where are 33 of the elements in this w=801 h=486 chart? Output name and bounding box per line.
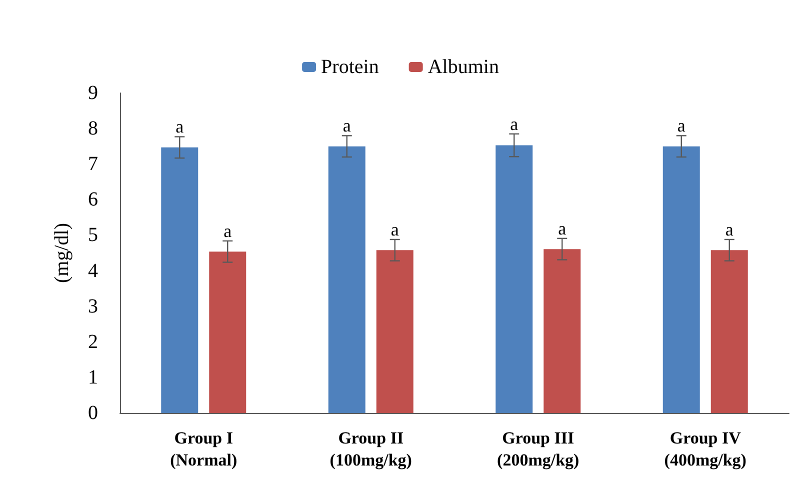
- data-label: a: [725, 219, 734, 240]
- bar: [496, 145, 533, 413]
- y-tick-label: 8: [88, 118, 98, 140]
- legend-label: Protein: [321, 56, 379, 78]
- data-label: a: [558, 218, 566, 238]
- y-tick-label: 7: [88, 153, 98, 176]
- x-tick-label: Group II (100mg/kg): [330, 428, 412, 470]
- bar: [710, 250, 748, 413]
- bar: [328, 146, 366, 413]
- y-tick-label: 0: [88, 402, 98, 424]
- bar: [544, 249, 581, 413]
- y-tick-label: 6: [88, 188, 98, 211]
- y-tick-label: 4: [88, 260, 98, 282]
- data-label: a: [677, 116, 686, 136]
- x-tick-label: Group III (200mg/kg): [497, 428, 580, 470]
- y-tick-label: 9: [88, 82, 98, 104]
- data-label: a: [342, 116, 351, 136]
- y-axis-title: (mg/dl): [51, 223, 73, 283]
- x-tick-label: Group IV (400mg/kg): [664, 428, 746, 470]
- y-tick-label: 2: [88, 330, 98, 353]
- data-label: a: [390, 219, 399, 240]
- x-tick-label: Group I (Normal): [170, 428, 238, 470]
- bar: [209, 252, 246, 413]
- data-label: a: [176, 116, 184, 137]
- bar: [376, 250, 414, 413]
- y-tick-label: 3: [88, 295, 98, 318]
- y-tick-label: 1: [88, 366, 98, 388]
- bar: [161, 147, 198, 413]
- data-label: a: [224, 220, 232, 241]
- y-tick-label: 5: [88, 224, 98, 246]
- legend-label: Albumin: [428, 56, 499, 78]
- data-label: a: [510, 114, 518, 134]
- bar: [662, 146, 700, 413]
